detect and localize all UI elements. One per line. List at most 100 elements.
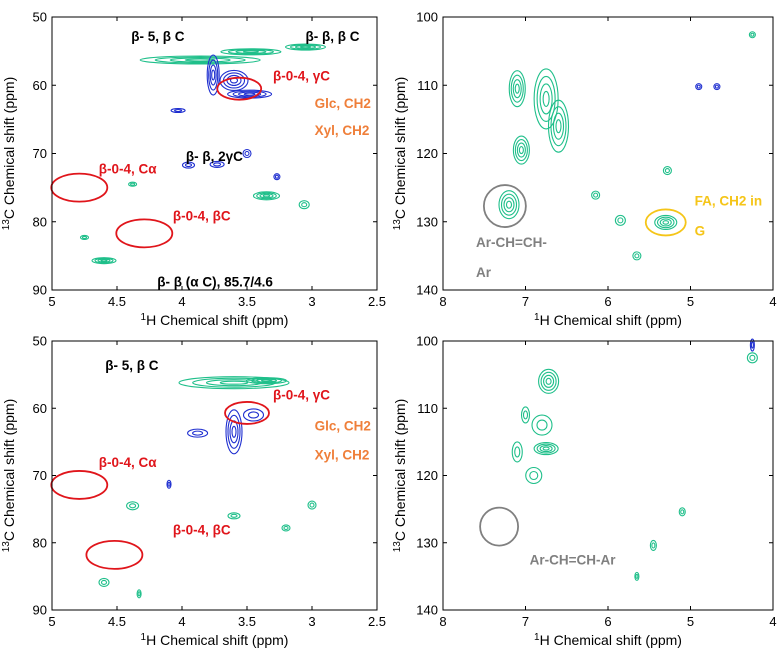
y-tick-label: 100 [416,10,438,25]
x-axis-title: 1H Chemical shift (ppm) [534,632,682,648]
cross-peak [225,409,243,455]
x-axis-title: 1H Chemical shift (ppm) [534,312,682,328]
cross-peak [227,512,241,520]
y-axis-title: 13C Chemical shift (ppm) [392,399,408,553]
y-tick-label: 70 [33,146,47,161]
annotation-label: β-0-4, βC [173,523,231,538]
cross-peak [242,148,252,159]
x-tick-label: 5 [687,614,694,629]
highlight-circle [644,208,687,237]
highlight-circle [216,76,263,101]
annotation-label: β- 5, β C [105,358,158,373]
cross-peak [273,173,281,181]
annotation-label: β- β (α C), 85.7/4.6 [157,275,273,290]
x-tick-label: 2.5 [368,614,386,629]
cross-peak [538,368,560,394]
cross-peak [126,501,140,511]
annotation-label: β-0-4, γC [273,68,330,83]
x-axis-title: 1H Chemical shift (ppm) [141,632,289,648]
highlight-circle [224,401,270,425]
panel-bottom-left: β- 5, β C β-0-4, γC Glc, CH2 Xyl, CH2 β-0-4,… [1,334,386,649]
cross-peak [748,31,756,39]
x-tick-label: 4 [769,294,776,309]
cross-peak [220,48,282,56]
annotation-label: β- 5, β C [131,29,184,44]
x-tick-label: 4 [178,294,185,309]
y-tick-label: 60 [33,401,47,416]
y-tick-label: 120 [416,468,438,483]
cross-peak [713,83,721,91]
annotation-label: β-0-4, Cα [99,455,157,470]
cross-peak [166,479,172,489]
y-tick-label: 50 [33,334,47,349]
cross-peak [209,160,225,168]
x-tick-label: 3.5 [238,294,256,309]
x-tick-label: 7 [522,614,529,629]
y-tick-label: 60 [33,78,47,93]
cross-peak [511,441,523,463]
cross-peak [531,414,553,436]
x-tick-label: 4 [178,614,185,629]
highlight-circle [115,218,174,249]
cross-peak [187,428,209,438]
annotation-label: FA, CH2 in [695,193,763,208]
x-tick-label: 8 [439,294,446,309]
cross-peak [649,539,657,551]
y-axis-title: 13C Chemical shift (ppm) [1,399,17,553]
cross-peak [307,500,317,510]
y-axis-title: 13C Chemical shift (ppm) [1,77,17,231]
annotation-label: Ar-CH=CH- [476,235,547,250]
annotation-label: Ar-CH=CH-Ar [530,552,617,567]
cross-peak [634,571,640,581]
highlight-circle [50,470,109,500]
cross-peak [252,191,281,201]
cross-peak [533,442,559,456]
x-tick-label: 5 [48,614,55,629]
y-tick-label: 90 [33,603,47,618]
y-tick-label: 110 [417,78,438,93]
annotation-label: Glc, CH2 [315,418,371,433]
cross-peak [525,466,543,485]
cross-peak [533,68,559,130]
cross-peak [678,507,686,517]
cross-peak [512,135,530,165]
cross-peak [498,190,520,220]
y-tick-label: 100 [416,334,438,349]
cross-peak [139,55,261,65]
cross-peak [749,338,755,352]
x-tick-label: 3 [308,614,315,629]
x-tick-label: 2.5 [368,294,386,309]
cross-peak [242,408,265,422]
y-axis-title: 13C Chemical shift (ppm) [392,77,408,231]
y-tick-label: 140 [416,603,438,618]
cross-peak [520,406,531,424]
x-tick-label: 5 [687,294,694,309]
y-tick-label: 110 [417,401,438,416]
panel-top-left: β- 5, β C β- β, β C β-0-4, γC Glc, CH2 Xyl, … [1,10,386,329]
cross-peak [614,214,626,226]
cross-peak [227,89,273,99]
cross-peak [181,161,196,169]
x-tick-label: 3.5 [238,614,256,629]
cross-peak [632,251,642,261]
annotation-label: Glc, CH2 [315,96,371,111]
highlight-circle [479,506,520,547]
x-tick-label: 5 [48,294,55,309]
highlight-circle [482,184,527,228]
annotation-label: β-0-4, βC [173,208,231,223]
annotation-label: Xyl, CH2 [315,447,370,462]
x-tick-label: 8 [439,614,446,629]
y-tick-label: 140 [416,283,438,298]
cross-peak [654,214,678,230]
cross-peak [128,181,138,187]
cross-peak [206,54,220,96]
cross-peak [662,166,672,176]
cross-peak [746,352,758,364]
plot-frame [442,340,774,611]
x-tick-label: 6 [604,614,611,629]
x-tick-label: 4 [769,614,776,629]
highlight-circle [50,172,109,203]
cross-peak [245,377,288,385]
annotation-label: β-0-4, γC [273,388,330,403]
